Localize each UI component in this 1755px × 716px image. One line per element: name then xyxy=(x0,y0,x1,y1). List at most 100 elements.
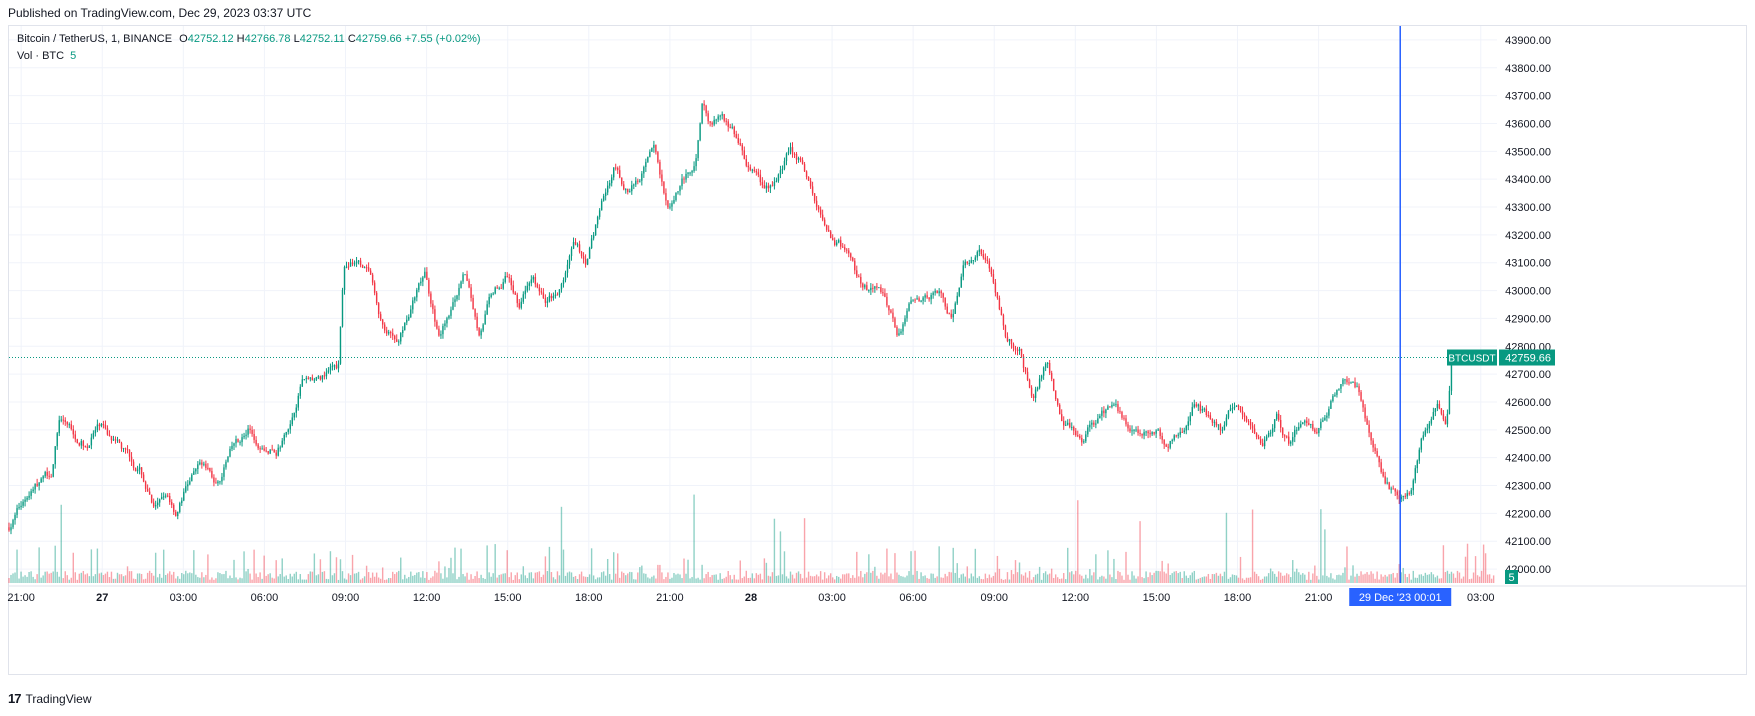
time-tick-label: 09:00 xyxy=(980,592,1008,604)
candle-body xyxy=(299,386,302,396)
candle-body xyxy=(1117,404,1119,412)
candle-body xyxy=(894,318,896,328)
volume-bar xyxy=(932,573,934,583)
candle-body xyxy=(458,287,460,296)
volume-bar xyxy=(755,573,758,583)
candle-body xyxy=(1016,349,1019,351)
volume-bar xyxy=(402,579,404,583)
volume-bar xyxy=(741,578,743,583)
candle-body xyxy=(647,156,649,162)
volume-bar xyxy=(164,574,167,583)
candle-body xyxy=(381,319,384,325)
volume-bar xyxy=(1211,574,1214,583)
volume-bar xyxy=(283,576,285,583)
candle-body xyxy=(12,520,14,528)
candle-body xyxy=(1211,419,1214,423)
candle-body xyxy=(1263,439,1266,447)
candle-body xyxy=(1135,429,1137,431)
price-axis[interactable]: 42000.0042100.0042200.0042300.0042400.00… xyxy=(1505,35,1551,576)
volume-bar xyxy=(1324,529,1326,583)
candle-body xyxy=(896,327,898,336)
footer-brand[interactable]: 17 TradingView xyxy=(8,691,92,706)
volume-bar xyxy=(275,560,277,583)
candle-body xyxy=(1424,430,1427,436)
candle-body xyxy=(66,422,68,425)
candle-body xyxy=(1137,429,1139,433)
time-tick-label: 12:00 xyxy=(1062,592,1090,604)
volume-bar xyxy=(968,578,970,583)
candle-body xyxy=(990,268,993,274)
volume-bar xyxy=(1153,572,1155,583)
volume-bar xyxy=(177,576,179,583)
volume-bar xyxy=(532,578,535,583)
chart-frame[interactable] xyxy=(8,25,1747,675)
volume-bar xyxy=(807,571,810,583)
candle-body xyxy=(793,153,796,155)
candle-body xyxy=(494,287,496,294)
candle-body xyxy=(1079,435,1081,439)
volume-bar xyxy=(594,579,597,583)
candle-body xyxy=(271,449,273,451)
volume-bar xyxy=(944,573,946,583)
volume-bar xyxy=(1018,562,1021,583)
candle-body xyxy=(938,291,940,294)
volume-bar xyxy=(1446,570,1449,583)
candle-body xyxy=(773,182,776,186)
volume-bar xyxy=(1101,575,1103,583)
volume-bar xyxy=(673,572,675,583)
crosshair-time-bg xyxy=(1349,588,1452,606)
volume-bar xyxy=(1193,570,1196,583)
volume-bar xyxy=(584,576,587,583)
volume-bar xyxy=(219,573,221,583)
candle-body xyxy=(1133,429,1135,431)
volume-bar xyxy=(225,570,227,583)
candle-body xyxy=(1141,433,1143,436)
candle-body xyxy=(645,161,647,168)
time-axis[interactable]: 21:00 27 03:00 06:00 09:00 12:00 15:00 18:00 21:… xyxy=(7,592,1494,604)
candle-body xyxy=(1336,389,1338,395)
symbol-name[interactable]: Bitcoin / TetherUS, 1, BINANCE xyxy=(17,33,173,45)
volume-bar xyxy=(36,574,38,583)
candle-body xyxy=(301,379,304,387)
candle-body xyxy=(936,290,938,294)
candle-body xyxy=(430,293,432,304)
volume-label[interactable]: Vol · BTC xyxy=(17,50,65,62)
candle-body xyxy=(464,274,466,276)
volume-bar xyxy=(1123,579,1125,583)
candle-body xyxy=(1147,431,1149,434)
volume-bar xyxy=(1338,574,1340,583)
volume-bar xyxy=(524,575,527,583)
candle-body xyxy=(1438,403,1441,409)
candle-body xyxy=(132,461,135,468)
volume-bar xyxy=(1107,550,1109,583)
volume-tag-bg xyxy=(1505,570,1518,584)
candle-body xyxy=(1071,426,1073,428)
volume-bar xyxy=(870,572,872,583)
candle-body xyxy=(1018,348,1021,351)
volume-bar xyxy=(10,574,12,583)
volume-bar xyxy=(179,578,181,583)
volume-bar xyxy=(661,572,663,583)
candle-body xyxy=(341,289,344,327)
volume-bar xyxy=(769,576,772,583)
candle-body xyxy=(838,240,840,243)
candle-body xyxy=(1101,410,1103,416)
candle-body xyxy=(130,456,133,462)
volume-bar xyxy=(181,573,183,583)
candle-body xyxy=(920,300,922,302)
volume-bar xyxy=(1458,572,1461,583)
volume-bar xyxy=(1259,579,1262,583)
volume-bar xyxy=(978,576,981,583)
volume-bar xyxy=(548,546,551,583)
volume-bar xyxy=(1474,556,1477,583)
volume-bar xyxy=(936,576,938,583)
candle-body xyxy=(211,471,213,478)
volume-bar xyxy=(789,571,792,583)
volume-bar xyxy=(392,571,394,583)
volume-bar xyxy=(667,572,669,583)
volume-bar xyxy=(803,518,806,583)
candle-body xyxy=(892,312,894,319)
volume-bar xyxy=(414,574,416,583)
time-tick-label: 18:00 xyxy=(575,592,603,604)
